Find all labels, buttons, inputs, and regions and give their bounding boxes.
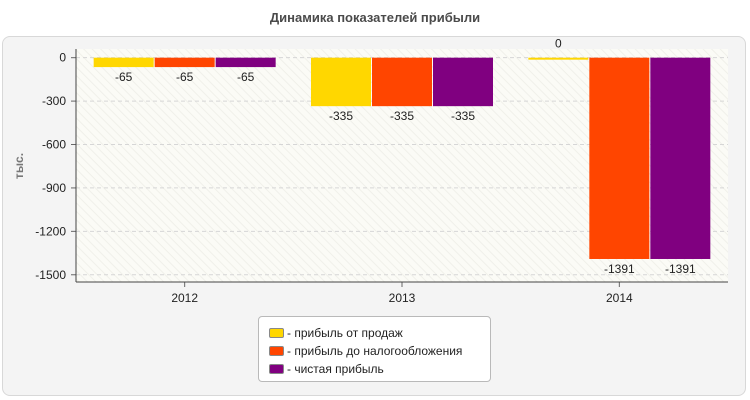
legend-label: - чистая прибыль	[287, 362, 384, 376]
bar-value-label: -65	[176, 70, 194, 84]
legend-swatch	[269, 346, 284, 356]
bar	[93, 57, 154, 68]
bar-value-label: -335	[329, 109, 353, 123]
bar	[528, 57, 589, 60]
legend-swatch	[269, 364, 284, 374]
x-tick-label: 2012	[171, 291, 198, 305]
legend-label: - прибыль до налогообложения	[287, 344, 463, 358]
y-tick-label: -1200	[35, 224, 66, 238]
bar-value-label: -65	[115, 70, 133, 84]
bar	[311, 57, 371, 107]
bar-value-label: -1391	[665, 262, 696, 276]
legend-swatch	[269, 328, 284, 338]
chart-legend: - прибыль от продаж - прибыль до налогоо…	[258, 316, 491, 382]
chart-title: Динамика показателей прибыли	[269, 10, 481, 25]
legend-item: - прибыль до налогообложения	[269, 342, 490, 360]
y-tick-label: -900	[42, 181, 66, 195]
bar-value-label: -1391	[604, 262, 635, 276]
bar	[154, 57, 215, 68]
y-tick-label: -1500	[35, 268, 66, 282]
y-tick-label: -600	[42, 138, 66, 152]
bar	[433, 57, 493, 107]
x-tick-label: 2013	[389, 291, 416, 305]
bar-value-label: -65	[237, 70, 255, 84]
legend-item: - прибыль от продаж	[269, 324, 490, 342]
bar	[650, 57, 711, 259]
bar	[589, 57, 650, 259]
bar-value-label: -335	[451, 109, 475, 123]
y-tick-label: -300	[42, 94, 66, 108]
bar	[215, 57, 276, 68]
bar	[372, 57, 432, 107]
bar-value-label: -335	[390, 109, 414, 123]
bar-value-label: 0	[555, 37, 562, 51]
y-tick-label: 0	[59, 51, 66, 65]
y-axis-label: тыс.	[12, 153, 26, 179]
legend-label: - прибыль от продаж	[287, 326, 403, 340]
x-tick-label: 2014	[606, 291, 633, 305]
legend-item: - чистая прибыль	[269, 360, 490, 378]
